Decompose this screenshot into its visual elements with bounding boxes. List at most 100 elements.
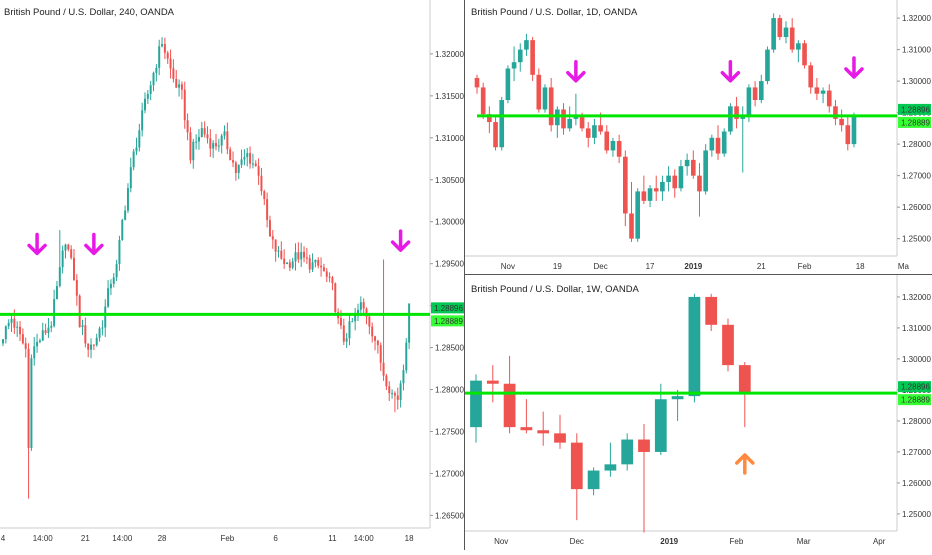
candle-bearish	[249, 153, 252, 164]
candle-bearish	[653, 188, 659, 192]
x-tick-label: Feb	[730, 537, 744, 546]
candle-bearish	[24, 343, 27, 349]
candle-bullish	[115, 264, 118, 278]
chart-panel-w1[interactable]: British Pound / U.S. Dollar, 1W, OANDA 1…	[465, 275, 932, 550]
candle-bearish	[308, 258, 311, 270]
candle-bearish	[368, 316, 371, 327]
candle-bullish	[660, 181, 665, 192]
candle-bullish	[61, 250, 64, 268]
candle-bearish	[814, 87, 820, 94]
candle-bullish	[405, 342, 408, 371]
candle-bearish	[73, 257, 75, 280]
candle-bullish	[354, 313, 357, 322]
candle-bearish	[548, 87, 554, 126]
candle-bearish	[641, 191, 647, 201]
candle-bullish	[587, 470, 600, 490]
candle-bullish	[178, 84, 181, 88]
candle-bearish	[19, 326, 22, 335]
candle-bullish	[36, 341, 39, 347]
candle-bullish	[149, 85, 152, 94]
candle-bullish	[771, 18, 776, 50]
candle-bullish	[359, 302, 362, 310]
candle-bullish	[277, 250, 280, 252]
y-tick-label: 1.31000	[435, 134, 464, 143]
arrow-head	[844, 67, 864, 79]
candle-bullish	[98, 328, 101, 338]
candle-bearish	[325, 271, 328, 277]
candle-bullish	[64, 244, 67, 251]
candlestick-chart-h4[interactable]: British Pound / U.S. Dollar, 240, OANDA …	[0, 0, 464, 550]
horizontal-divider	[464, 274, 932, 275]
candle-bullish	[728, 106, 733, 132]
chart-panel-h4[interactable]: British Pound / U.S. Dollar, 240, OANDA …	[0, 0, 464, 550]
candle-bearish	[87, 343, 90, 350]
candle-bearish	[288, 262, 291, 268]
candle-bearish	[297, 252, 300, 260]
candle-bullish	[610, 140, 616, 151]
candle-bullish	[391, 393, 394, 395]
candle-bearish	[305, 257, 308, 259]
y-tick-label: 1.32000	[902, 14, 931, 23]
x-tick-label: Dec	[570, 537, 584, 546]
candle-bullish	[192, 141, 195, 161]
candle-bullish	[141, 110, 144, 131]
candle-bearish	[579, 115, 585, 129]
candle-bearish	[257, 166, 260, 176]
candle-bearish	[672, 175, 678, 189]
candle-bullish	[4, 326, 7, 340]
candle-bearish	[385, 375, 388, 387]
candle-bearish	[328, 276, 331, 278]
candle-bullish	[688, 296, 701, 397]
candle-bearish	[536, 74, 542, 110]
chart-title: British Pound / U.S. Dollar, 1W, OANDA	[471, 284, 640, 295]
candle-bearish	[365, 308, 368, 317]
candle-bearish	[376, 340, 379, 346]
level-price-tag	[898, 103, 931, 115]
candle-bearish	[715, 137, 721, 154]
candlestick-chart-d1[interactable]: British Pound / U.S. Dollar, 1D, OANDA 1…	[465, 0, 932, 274]
y-tick-label: 1.26000	[902, 203, 931, 212]
candle-bullish	[104, 306, 107, 328]
candle-bearish	[169, 58, 172, 69]
candle-bearish	[561, 109, 566, 129]
candle-bullish	[112, 277, 115, 284]
candle-bullish	[470, 380, 482, 428]
candle-bearish	[21, 334, 24, 344]
candle-bullish	[121, 219, 124, 241]
arrow-head	[735, 453, 755, 465]
candle-bullish	[783, 27, 789, 37]
y-tick-label: 1.31500	[435, 92, 464, 101]
x-tick-label: Dec	[593, 262, 607, 271]
y-tick-label: 1.28000	[902, 140, 931, 149]
x-tick-label: 2019	[684, 262, 702, 271]
candle-bullish	[314, 259, 317, 263]
down-arrow-marker	[27, 232, 47, 256]
candle-bullish	[511, 62, 517, 69]
level-price-label: 1.28896	[434, 304, 463, 313]
candle-bullish	[109, 283, 112, 289]
candle-bullish	[765, 49, 770, 82]
candle-bearish	[70, 249, 73, 258]
candle-bullish	[217, 145, 220, 147]
candle-bullish	[604, 464, 617, 471]
current-price-tag	[898, 116, 931, 128]
y-tick-label: 1.29500	[435, 260, 464, 269]
candle-bearish	[845, 125, 851, 145]
current-price-label: 1.28889	[434, 317, 463, 326]
candle-bullish	[90, 344, 93, 350]
candle-bullish	[654, 399, 667, 452]
y-tick-label: 1.32000	[902, 293, 931, 302]
candle-bearish	[303, 251, 306, 258]
candle-bullish	[251, 163, 254, 165]
candle-bullish	[524, 40, 529, 50]
level-price-tag	[431, 302, 464, 314]
candlestick-chart-w1[interactable]: British Pound / U.S. Dollar, 1W, OANDA 1…	[465, 275, 932, 550]
chart-panel-d1[interactable]: British Pound / U.S. Dollar, 1D, OANDA 1…	[465, 0, 932, 274]
candle-bullish	[592, 125, 597, 138]
candle-bullish	[223, 131, 226, 136]
x-tick-label: 18	[405, 534, 414, 543]
down-arrow-marker	[84, 232, 104, 256]
x-tick-label: Feb	[798, 262, 812, 271]
y-tick-label: 1.28000	[435, 386, 464, 395]
candle-bearish	[396, 395, 399, 400]
